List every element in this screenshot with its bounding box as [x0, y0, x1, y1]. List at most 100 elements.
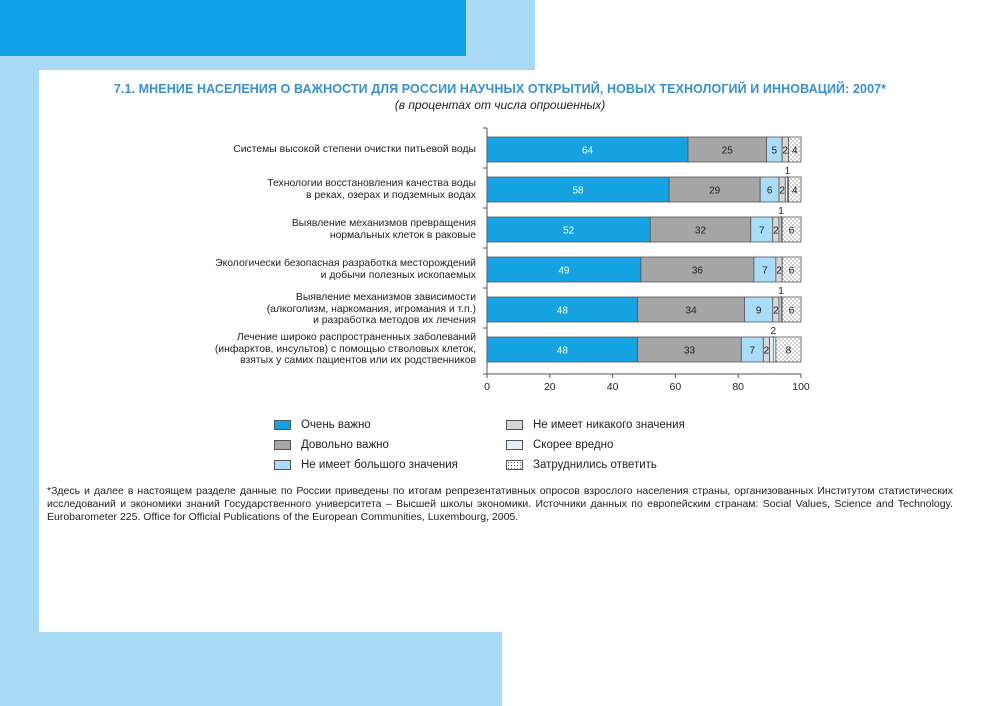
bar-segment [637, 296, 745, 323]
category-label-line: Выявление механизмов превращения [291, 218, 476, 230]
category-label-line: нормальных клеток в раковые [329, 229, 476, 241]
legend-label: Очень важно [301, 419, 371, 431]
legend-swatch [274, 460, 291, 470]
decor-light-strip-left [0, 56, 39, 706]
data-label: 58 [572, 186, 584, 197]
category-label-line: (алкоголизм, наркомания, игромания и т.п… [266, 303, 476, 315]
data-label: 5 [772, 146, 778, 157]
bar-segment [486, 216, 651, 243]
data-label: 1 [785, 166, 791, 177]
x-tick-label: 100 [792, 381, 810, 393]
bar-segment [769, 336, 777, 363]
data-label: 6 [789, 306, 795, 317]
chart-subtitle: (в процентах от числа опрошенных) [394, 98, 606, 112]
data-label: 2 [773, 226, 779, 237]
legend: Очень важно Довольно важно Не имеет большо… [274, 417, 754, 477]
legend-label: Не имеет большого значения [301, 459, 458, 471]
category-label: Технологии восстановления качества воды в… [146, 178, 476, 201]
bar-segment [640, 256, 755, 283]
bar-segment [784, 176, 789, 203]
decor-light-strip-bottom [0, 632, 502, 706]
data-label: 2 [779, 186, 785, 197]
category-label: Экологически безопасная разработка место… [146, 258, 476, 281]
legend-swatch [506, 420, 523, 430]
category-label-line: (инфарктов, инсультов) с помощью стволов… [214, 343, 476, 355]
data-label: 8 [786, 346, 792, 357]
data-label: 29 [709, 186, 721, 197]
legend-item: Не имеет никакого значения [506, 417, 685, 433]
footnote: *Здесь и далее в настоящем разделе данны… [47, 485, 953, 523]
legend-item: Не имеет большого значения [274, 457, 458, 473]
bar-segment [486, 256, 642, 283]
data-label: 2 [776, 266, 782, 277]
category-label-line: Системы высокой степени очистки питьевой… [233, 143, 476, 155]
data-label: 2 [770, 326, 776, 337]
bar-segment [788, 136, 802, 163]
data-label: 7 [762, 266, 768, 277]
legend-swatch [506, 460, 523, 470]
x-tick-label: 0 [484, 381, 490, 393]
data-label: 6 [789, 226, 795, 237]
legend-label: Скорее вредно [533, 439, 614, 451]
bar-segment [668, 176, 761, 203]
data-label: 2 [773, 306, 779, 317]
data-label: 2 [783, 146, 789, 157]
bar-segment [486, 336, 639, 363]
bar-segment [744, 296, 774, 323]
bar-segment [486, 136, 689, 163]
data-label: 6 [767, 186, 773, 197]
data-label: 1 [778, 206, 784, 217]
legend-label: Довольно важно [301, 439, 389, 451]
data-label: 48 [557, 346, 569, 357]
decor-blue-banner [0, 0, 466, 56]
category-label: Системы высокой степени очистки питьевой… [146, 144, 476, 155]
category-label: Выявление механизмов зависимости (алкогол… [146, 292, 476, 326]
bar-segment [781, 296, 802, 323]
category-label: Лечение широко распространенных заболева… [146, 332, 476, 366]
bar-segment [687, 136, 767, 163]
data-label: 25 [722, 146, 734, 157]
data-label: 32 [695, 226, 707, 237]
x-tick-label: 60 [670, 381, 682, 393]
legend-item: Довольно важно [274, 437, 389, 453]
legend-item: Затруднились ответить [506, 457, 657, 473]
data-label: 52 [563, 226, 575, 237]
bar-segment [778, 296, 783, 323]
data-label: 64 [582, 146, 594, 157]
data-label: 6 [789, 266, 795, 277]
data-label: 7 [750, 346, 756, 357]
legend-swatch [274, 420, 291, 430]
category-label-line: Технологии восстановления качества воды [267, 178, 476, 190]
data-label: 2 [764, 346, 770, 357]
data-label: 1 [778, 286, 784, 297]
data-label: 33 [684, 346, 696, 357]
bar-segment [781, 216, 802, 243]
category-label: Выявление механизмов превращения нормальн… [146, 218, 476, 241]
bar-segment [781, 256, 802, 283]
x-tick-label: 40 [607, 381, 619, 393]
category-label-line: в реках, озерах и подземных водах [306, 189, 476, 201]
data-label: 4 [792, 186, 798, 197]
chart-title: 7.1. МНЕНИЕ НАСЕЛЕНИЯ О ВАЖНОСТИ ДЛЯ РОС… [113, 82, 887, 96]
category-label-line: и добычи полезных ископаемых [320, 269, 476, 281]
data-label: 9 [756, 306, 762, 317]
x-tick-label: 80 [732, 381, 744, 393]
data-label: 7 [759, 226, 765, 237]
data-label: 49 [558, 266, 570, 277]
legend-item: Скорее вредно [506, 437, 613, 453]
legend-swatch [274, 440, 291, 450]
bar-segment [778, 216, 783, 243]
category-label-line: Лечение широко распространенных заболева… [236, 332, 476, 344]
legend-label: Затруднились ответить [533, 459, 657, 471]
data-label: 48 [557, 306, 569, 317]
legend-label: Не имеет никакого значения [533, 419, 685, 431]
data-label: 34 [686, 306, 698, 317]
bar-segment [775, 336, 802, 363]
bar-segment [649, 216, 752, 243]
x-tick-label: 20 [544, 381, 556, 393]
legend-swatch [506, 440, 523, 450]
data-label: 36 [692, 266, 704, 277]
category-label-line: Выявление механизмов зависимости [295, 292, 476, 304]
category-label-line: Экологически безопасная разработка место… [215, 258, 476, 270]
